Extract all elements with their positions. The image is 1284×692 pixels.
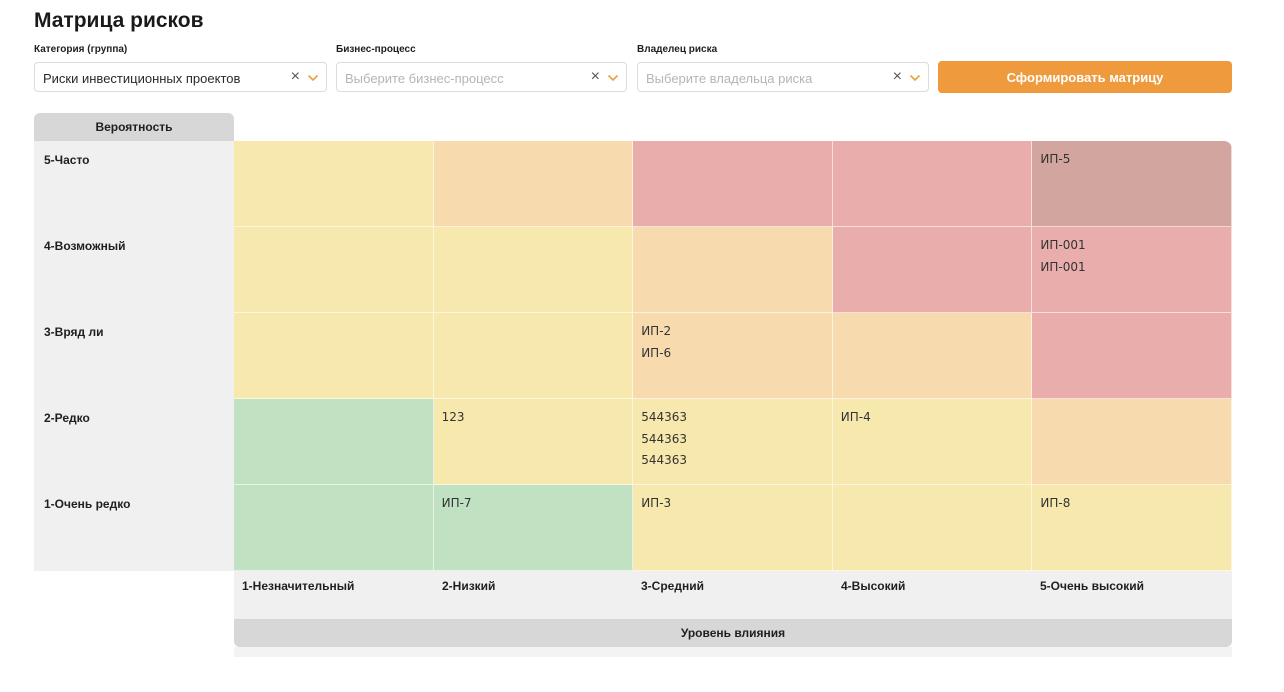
owner-select-placeholder: Выберите владельца риска [646, 71, 813, 86]
impact-labels-row: 1-Незначительный 2-Низкий 3-Средний 4-Вы… [234, 571, 1232, 619]
owner-select[interactable]: Выберите владельца риска × [637, 62, 929, 92]
matrix-cell[interactable] [433, 141, 634, 227]
risk-item[interactable]: ИП-3 [641, 496, 672, 510]
matrix-cell[interactable] [234, 313, 434, 399]
row-label-3: 3-Вряд ли [44, 325, 104, 339]
matrix-cell[interactable]: ИП-4 [832, 399, 1033, 485]
matrix-cell[interactable] [234, 141, 434, 227]
process-select[interactable]: Выберите бизнес-процесс × [336, 62, 627, 92]
matrix-cell[interactable]: ИП-001 ИП-001 [1032, 227, 1232, 313]
owner-label: Владелец риска [637, 44, 718, 55]
risk-item[interactable]: ИП-7 [441, 496, 472, 510]
matrix-cell[interactable]: 544363 544363 544363 [633, 399, 833, 485]
matrix-cell[interactable]: 123 [433, 399, 634, 485]
col-label-4: 4-Высокий [841, 579, 906, 593]
matrix-cell[interactable] [832, 141, 1033, 227]
chevron-down-icon[interactable] [607, 72, 619, 84]
matrix-cell[interactable]: ИП-5 [1032, 141, 1232, 227]
close-icon[interactable]: × [290, 68, 300, 85]
matrix-cell[interactable]: ИП-2 ИП-6 [633, 313, 833, 399]
matrix-cell[interactable]: ИП-8 [1032, 485, 1232, 571]
bottom-strip [234, 647, 1232, 657]
col-label-3: 3-Средний [641, 579, 704, 593]
risk-item[interactable]: ИП-5 [1040, 152, 1071, 166]
chevron-down-icon[interactable] [909, 72, 921, 84]
matrix-cell[interactable] [832, 313, 1033, 399]
matrix-cell[interactable] [633, 227, 833, 313]
matrix-cell[interactable]: ИП-3 [633, 485, 833, 571]
category-select-value: Риски инвестиционных проектов [43, 71, 241, 86]
risk-item[interactable]: ИП-8 [1040, 496, 1071, 510]
generate-matrix-button[interactable]: Сформировать матрицу [938, 61, 1232, 93]
row-label-5: 5-Часто [44, 153, 90, 167]
matrix-cell[interactable] [234, 227, 434, 313]
matrix-cell[interactable]: ИП-7 [433, 485, 634, 571]
row-label-4: 4-Возможный [44, 239, 126, 253]
impact-axis-title: Уровень влияния [234, 619, 1232, 647]
risk-item[interactable]: 544363 [641, 431, 687, 446]
process-select-placeholder: Выберите бизнес-процесс [345, 71, 504, 86]
process-label: Бизнес-процесс [336, 44, 416, 55]
matrix-cell[interactable] [633, 141, 833, 227]
matrix-cell[interactable] [832, 485, 1033, 571]
matrix-cell[interactable] [1032, 313, 1232, 399]
chevron-down-icon[interactable] [307, 72, 319, 84]
category-select[interactable]: Риски инвестиционных проектов × [34, 62, 327, 92]
matrix-cell[interactable] [234, 485, 434, 571]
col-label-5: 5-Очень высокий [1040, 579, 1144, 593]
matrix-cell[interactable] [1032, 399, 1232, 485]
risk-item[interactable]: ИП-001 [1040, 259, 1086, 274]
close-icon[interactable]: × [590, 68, 600, 85]
risk-item[interactable]: ИП-6 [641, 345, 672, 360]
risk-item[interactable]: ИП-2 [641, 324, 672, 338]
close-icon[interactable]: × [892, 68, 902, 85]
col-label-2: 2-Низкий [442, 579, 496, 593]
risk-matrix-grid: ИП-5 ИП-001 ИП-001 ИП-2 ИП-6 123 544363 544363 5… [234, 141, 1232, 571]
risk-item[interactable]: 544363 [641, 453, 687, 467]
matrix-cell[interactable] [433, 313, 634, 399]
probability-labels-column: 5-Часто 4-Возможный 3-Вряд ли 2-Редко 1-… [34, 141, 234, 571]
row-label-1: 1-Очень редко [44, 497, 131, 511]
col-label-1: 1-Незначительный [242, 579, 355, 593]
risk-item[interactable]: 123 [441, 410, 465, 424]
risk-item[interactable]: ИП-001 [1040, 238, 1086, 252]
risk-item[interactable]: 544363 [641, 410, 687, 424]
page-title: Матрица рисков [34, 9, 204, 32]
matrix-cell[interactable] [433, 227, 634, 313]
matrix-cell[interactable] [832, 227, 1033, 313]
probability-axis-title: Вероятность [34, 113, 234, 141]
category-label: Категория (группа) [34, 44, 128, 55]
risk-item[interactable]: ИП-4 [840, 410, 871, 424]
matrix-cell[interactable] [234, 399, 434, 485]
row-label-2: 2-Редко [44, 411, 90, 425]
